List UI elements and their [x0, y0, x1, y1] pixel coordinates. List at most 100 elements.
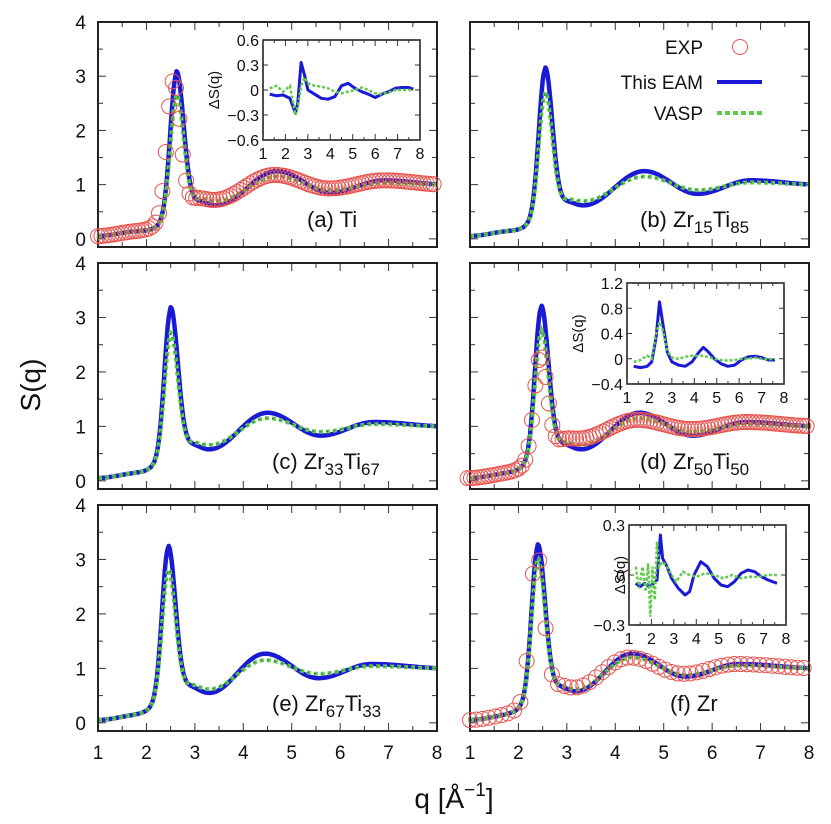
exp-point: [524, 565, 541, 582]
inset-f: 0.3 0 −0.31 2 3 4 5 6 7 8 ΔS(q): [593, 518, 790, 648]
y-tick-label: 1: [75, 176, 86, 197]
exp-point: [694, 662, 711, 679]
x-tick-label: 4: [238, 743, 249, 764]
inset-x-tick-label: 8: [780, 390, 789, 407]
panel-d: (d) Zr50Ti50 1.2 0.8 0.4 0 −0.41 2 3 4 5 6 7 8 ΔS(q): [469, 262, 810, 490]
curves: [470, 65, 809, 239]
exp-point: [676, 665, 693, 682]
exp-point: [679, 420, 696, 437]
inset-x-tick-label: 4: [326, 146, 335, 163]
y-tick-label: 1: [75, 659, 86, 680]
inset-x-tick-label: 7: [757, 390, 766, 407]
panel-label: (f) Zr: [670, 691, 718, 716]
panel-label: (d) Zr50Ti50: [640, 449, 749, 479]
x-tick-label: 3: [190, 743, 201, 764]
exp-point: [557, 430, 574, 447]
inset-a: 0.6 0.3 0 −0.3 −0.61 2 3 4 5 6 7 8 ΔS(q): [206, 33, 425, 163]
exp-point: [523, 411, 540, 428]
panel-frame: [97, 504, 438, 732]
exp-point: [540, 395, 557, 412]
exp-point: [512, 693, 529, 710]
exp-point: [171, 110, 188, 127]
inset-x-tick-label: 1: [625, 631, 634, 648]
exp-point: [795, 660, 812, 677]
inset-x-tick-label: 2: [281, 146, 290, 163]
exp-point: [154, 183, 171, 200]
x-tick-label: 7: [383, 743, 394, 764]
inset-x-tick-label: 4: [690, 390, 699, 407]
panel-b: (b) Zr15Ti85: [469, 21, 810, 248]
inset-x-tick-label: 3: [303, 146, 312, 163]
inset-x-tick-label: 6: [371, 146, 380, 163]
inset-vasp-line: [269, 74, 414, 116]
exp-point: [730, 414, 747, 431]
exp-point: [556, 677, 573, 694]
legend-label-1: This EAM: [621, 73, 703, 94]
exp-point: [381, 172, 398, 189]
x-tick-label: 5: [286, 743, 297, 764]
inset-y-tick-label: 0.6: [237, 33, 259, 50]
exp-point: [266, 166, 283, 183]
exp-point: [527, 377, 544, 394]
exp-point: [594, 664, 611, 681]
x-tick-label: 2: [141, 743, 152, 764]
legend-label-2: VASP: [654, 104, 703, 125]
exp-point: [737, 414, 754, 431]
inset-x-tick-label: 5: [714, 631, 723, 648]
exp-point: [747, 414, 764, 431]
exp-point: [754, 414, 771, 431]
exp-point: [740, 414, 757, 431]
vasp-line: [470, 86, 809, 239]
exp-point: [520, 438, 537, 455]
exp-point: [551, 431, 568, 448]
x-tick-label: 4: [610, 743, 621, 764]
exp-point: [713, 657, 730, 674]
inset-y-tick-label: 0: [616, 568, 625, 585]
vasp-line: [98, 564, 437, 723]
inset-frame: [262, 39, 421, 141]
inset-x-tick-label: 4: [692, 631, 701, 648]
inset-x-tick-label: 3: [669, 631, 678, 648]
inset-x-tick-label: 5: [712, 390, 721, 407]
exp-point: [587, 669, 604, 686]
exp-point: [506, 702, 523, 719]
inset-y-tick-label: −0.4: [591, 377, 623, 394]
exp-point: [384, 172, 401, 189]
y-tick-label: 4: [75, 254, 86, 275]
exp-point: [757, 657, 774, 674]
vasp-line: [98, 328, 437, 481]
legend-exp-marker: [732, 39, 748, 55]
exp-point: [544, 416, 561, 433]
curves: [98, 304, 437, 481]
inset-y-tick-label: −0.3: [227, 108, 259, 125]
exp-point: [218, 189, 235, 206]
exp-point: [568, 430, 585, 447]
inset-frame: [626, 282, 785, 385]
exp-point: [144, 218, 161, 235]
exp-point: [480, 709, 497, 726]
exp-point: [720, 656, 737, 673]
inset-x-tick-label: 5: [348, 146, 357, 163]
exp-point: [683, 421, 700, 438]
y-tick-label: 0: [75, 472, 86, 493]
exp-point: [663, 663, 680, 680]
x-tick-label: 1: [93, 743, 104, 764]
exp-point: [581, 674, 598, 691]
panel-frame: [469, 21, 810, 248]
inset-y-tick-label: 0.8: [601, 301, 623, 318]
inset-x-tick-label: 8: [782, 631, 791, 648]
eam-line: [98, 543, 437, 723]
exp-point: [262, 167, 279, 184]
exp-point: [531, 552, 548, 569]
exp-point: [317, 180, 334, 197]
exp-point: [462, 470, 479, 487]
exp-point: [669, 665, 686, 682]
exp-point: [530, 352, 547, 369]
inset-vasp-line: [633, 318, 776, 364]
inset-y-tick-label: 0.4: [601, 327, 623, 344]
exp-point: [686, 421, 703, 438]
exp-point: [791, 417, 808, 434]
